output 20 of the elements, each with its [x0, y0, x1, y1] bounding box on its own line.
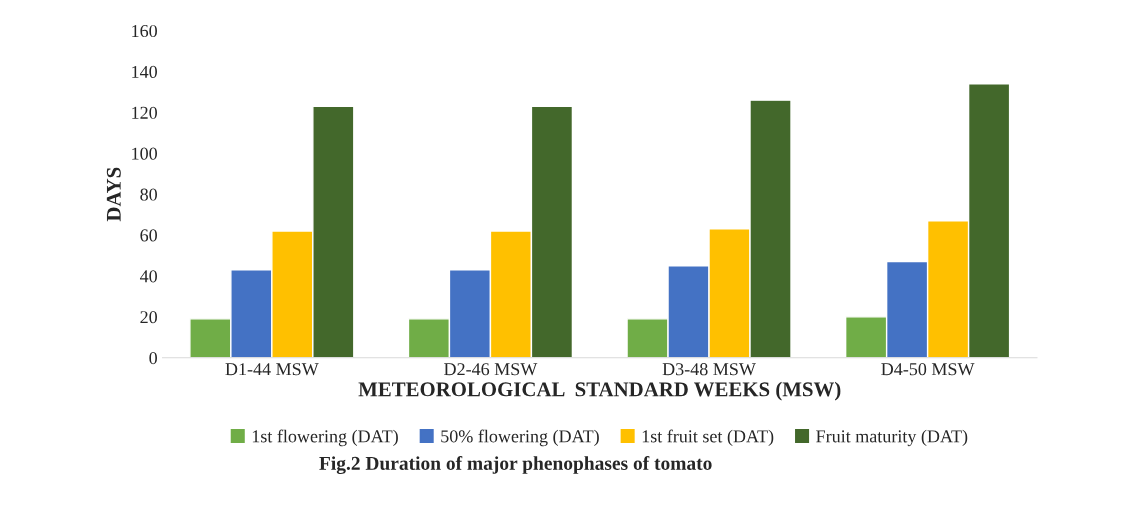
- y-tick-label: 0: [149, 351, 157, 365]
- y-tick-label: 40: [139, 270, 157, 283]
- legend-label: 1st fruit set (DAT): [642, 429, 774, 447]
- x-tick-label: D4-50 MSW: [881, 363, 975, 376]
- y-tick-label: 80: [140, 188, 157, 201]
- y-tick-label: 60: [140, 229, 157, 242]
- x-tick-label: D1-44 MSW: [225, 363, 319, 376]
- text: Fig.2 Duration of major phenophases of tomato: [319, 456, 712, 474]
- x-tick-label: D3-48 MSW: [662, 363, 756, 376]
- y-tick-label: 20: [140, 311, 157, 324]
- y-tick-label: 140: [132, 65, 157, 78]
- y-tick-label: 160: [132, 24, 157, 38]
- x-tick-label: D2-46 MSW: [444, 363, 538, 376]
- legend-label: Fruit maturity (DAT): [816, 429, 968, 447]
- y-tick-label: 120: [132, 106, 157, 119]
- x-axis-title: METEOROLOGICAL STANDARD WEEKS (MSW): [358, 381, 841, 401]
- legend-label: 1st flowering (DAT): [252, 429, 398, 447]
- y-axis-title: DAYS: [106, 167, 121, 222]
- y-tick-label: 100: [132, 147, 157, 160]
- legend-label: 50% flowering (DAT): [441, 429, 599, 447]
